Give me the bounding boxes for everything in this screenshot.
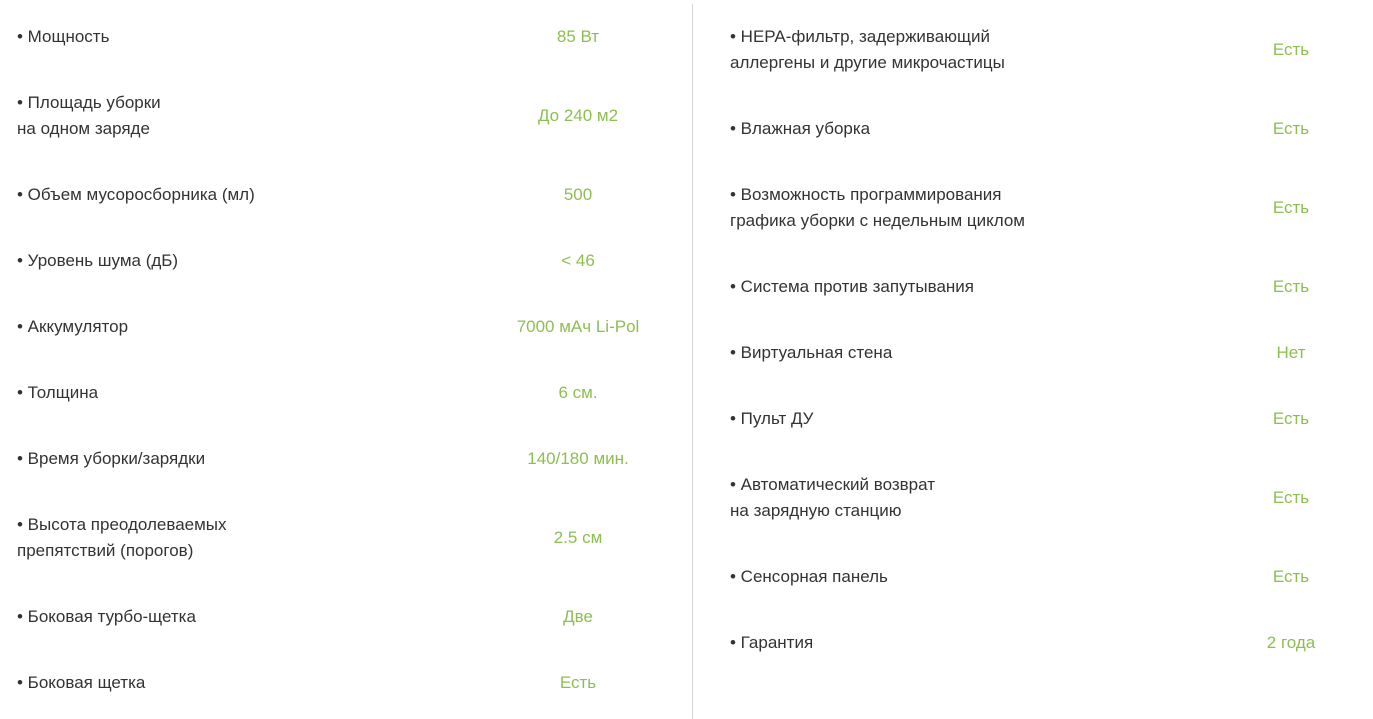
spec-row: • Автоматический возврат на зарядную ста… xyxy=(730,452,1370,544)
spec-value: 500 xyxy=(563,185,593,204)
spec-label: • Возможность программирования графика у… xyxy=(730,185,1025,230)
spec-row: • Гарантия 2 года xyxy=(730,610,1370,676)
spec-row: • Возможность программирования графика у… xyxy=(730,162,1370,254)
spec-list-right: • HEPA-фильтр, задерживающий аллергены и… xyxy=(730,4,1370,676)
spec-label: • Толщина xyxy=(17,383,99,402)
spec-row: • Сенсорная панель Есть xyxy=(730,544,1370,610)
spec-value: < 46 xyxy=(561,251,595,270)
spec-row: • Время уборки/зарядки 140/180 мин. xyxy=(17,426,677,492)
spec-row: • Толщина 6 см. xyxy=(17,360,677,426)
spec-label: • HEPA-фильтр, задерживающий аллергены и… xyxy=(730,27,1005,72)
spec-label: • Система против запутывания xyxy=(730,277,974,296)
spec-value: Есть xyxy=(1272,277,1310,296)
spec-row: • Мощность 85 Вт xyxy=(17,4,677,70)
spec-value: До 240 м2 xyxy=(537,106,619,125)
spec-label: • Влажная уборка xyxy=(730,119,871,138)
spec-label: • Объем мусоросборника (мл) xyxy=(17,185,255,204)
spec-label: • Боковая турбо-щетка xyxy=(17,607,196,626)
spec-list-left: • Мощность 85 Вт • Площадь уборки на одном… xyxy=(17,4,677,716)
spec-value: 140/180 мин. xyxy=(527,449,629,468)
spec-row: • Высота преодолеваемых препятствий (пор… xyxy=(17,492,677,584)
spec-value: 2.5 см xyxy=(553,528,603,547)
spec-value: Есть xyxy=(1272,40,1310,59)
spec-label: • Мощность xyxy=(17,27,110,46)
spec-label: • Автоматический возврат на зарядную ста… xyxy=(730,475,935,520)
spec-label: • Время уборки/зарядки xyxy=(17,449,206,468)
spec-label: • Гарантия xyxy=(730,633,814,652)
spec-value: Есть xyxy=(1272,488,1310,507)
spec-row: • Система против запутывания Есть xyxy=(730,254,1370,320)
spec-row: • Площадь уборки на одном заряде До 240 м… xyxy=(17,70,677,162)
column-divider xyxy=(692,4,693,719)
spec-value: 2 года xyxy=(1266,633,1316,652)
spec-value: Две xyxy=(563,607,593,626)
spec-label: • Боковая щетка xyxy=(17,673,146,692)
spec-label: • Пульт ДУ xyxy=(730,409,814,428)
spec-label: • Аккумулятор xyxy=(17,317,129,336)
spec-row: • Пульт ДУ Есть xyxy=(730,386,1370,452)
spec-row: • Виртуальная стена Нет xyxy=(730,320,1370,386)
spec-value: Нет xyxy=(1276,343,1306,362)
spec-label: • Уровень шума (дБ) xyxy=(17,251,179,270)
spec-label: • Площадь уборки на одном заряде xyxy=(17,93,161,138)
spec-value: 85 Вт xyxy=(556,27,600,46)
spec-row: • Боковая турбо-щетка Две xyxy=(17,584,677,650)
spec-value: Есть xyxy=(1272,198,1310,217)
spec-value: Есть xyxy=(559,673,597,692)
spec-value: 7000 мАч Li-Pol xyxy=(516,317,640,336)
spec-row: • Влажная уборка Есть xyxy=(730,96,1370,162)
spec-value: Есть xyxy=(1272,119,1310,138)
spec-row: • Аккумулятор 7000 мАч Li-Pol xyxy=(17,294,677,360)
spec-row: • Уровень шума (дБ) < 46 xyxy=(17,228,677,294)
spec-label: • Виртуальная стена xyxy=(730,343,893,362)
spec-row: • HEPA-фильтр, задерживающий аллергены и… xyxy=(730,4,1370,96)
spec-value: 6 см. xyxy=(558,383,598,402)
spec-row: • Объем мусоросборника (мл) 500 xyxy=(17,162,677,228)
spec-value: Есть xyxy=(1272,409,1310,428)
spec-value: Есть xyxy=(1272,567,1310,586)
spec-label: • Высота преодолеваемых препятствий (пор… xyxy=(17,515,227,560)
spec-label: • Сенсорная панель xyxy=(730,567,888,586)
spec-row: • Боковая щетка Есть xyxy=(17,650,677,716)
